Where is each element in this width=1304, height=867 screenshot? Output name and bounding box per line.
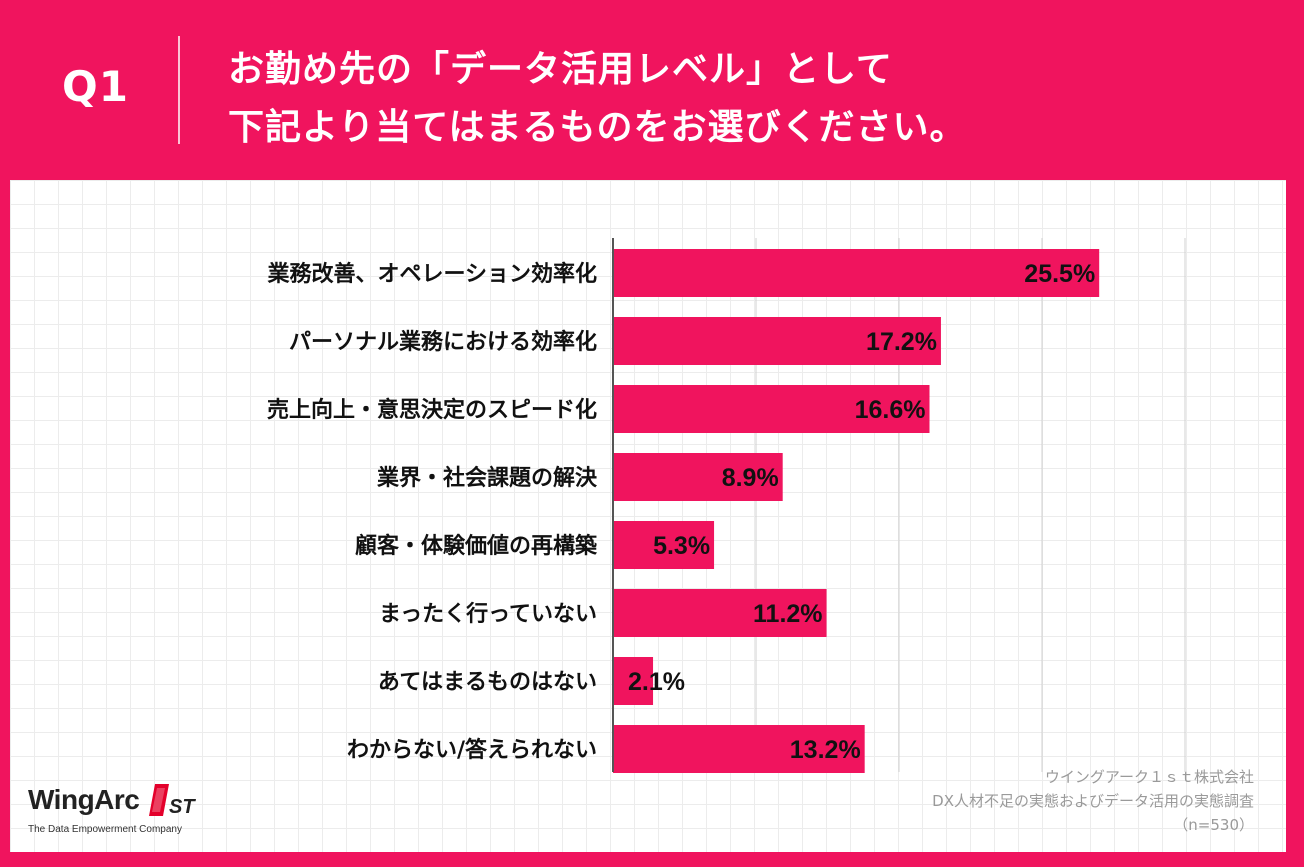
data-label: 17.2% — [866, 328, 937, 356]
question-number: Q1 — [62, 62, 129, 111]
bar — [613, 589, 827, 637]
bar — [613, 249, 1100, 297]
category-label: まったく行っていない — [379, 601, 597, 627]
bar — [613, 521, 715, 569]
wingarc-logo: WingArc ST The Data Empowerment Company — [28, 784, 248, 844]
category-label: 顧客・体験価値の再構築 — [355, 533, 598, 559]
bar — [613, 725, 865, 773]
bar — [613, 317, 941, 365]
bar — [613, 657, 654, 705]
category-label: パーソナル業務における効率化 — [289, 329, 597, 355]
chart-panel: 業務改善、オペレーション効率化 25.5% パーソナル業務における効率化 17.2% 売… — [10, 180, 1286, 852]
data-label: 25.5% — [1024, 260, 1095, 288]
logo-st-text: ST — [169, 796, 196, 818]
source-note: ウイングアーク１ｓｔ株式会社 DX人材不足の実態およびデータ活用の実態調査 （n… — [932, 765, 1254, 837]
logo-tagline: The Data Empowerment Company — [28, 824, 182, 835]
category-label: 業務改善、オペレーション効率化 — [267, 261, 597, 287]
data-label: 13.2% — [790, 736, 861, 764]
category-label: あてはまるものはない — [378, 670, 597, 695]
source-survey: DX人材不足の実態およびデータ活用の実態調査 — [932, 792, 1254, 810]
question-text-line2: 下記より当てはまるものをお選びください。 — [228, 107, 967, 148]
category-label: わからない/答えられない — [347, 737, 597, 763]
data-label: 16.6% — [855, 396, 926, 424]
bar — [613, 453, 783, 501]
bar-chart: 業務改善、オペレーション効率化 25.5% パーソナル業務における効率化 17.2% 売… — [267, 238, 1186, 773]
source-sample-size: （n=530） — [1173, 816, 1254, 834]
category-label: 業界・社会課題の解決 — [377, 465, 598, 491]
header-banner: Q1 お勤め先の「データ活用レベル」として 下記より当てはまるものをお選びくださ… — [0, 0, 1304, 180]
header-divider — [178, 36, 180, 144]
data-label: 5.3% — [653, 532, 710, 560]
category-label: 売上向上・意思決定のスピード化 — [267, 397, 597, 423]
data-label: 2.1% — [628, 668, 685, 696]
bar — [613, 385, 930, 433]
data-label: 8.9% — [722, 464, 779, 492]
data-label: 11.2% — [753, 600, 823, 628]
logo-wordmark: WingArc — [28, 784, 140, 815]
question-text-line1: お勤め先の「データ活用レベル」として — [228, 49, 893, 90]
logo-1st-mark: ST — [149, 784, 196, 818]
source-company: ウイングアーク１ｓｔ株式会社 — [1044, 768, 1254, 786]
